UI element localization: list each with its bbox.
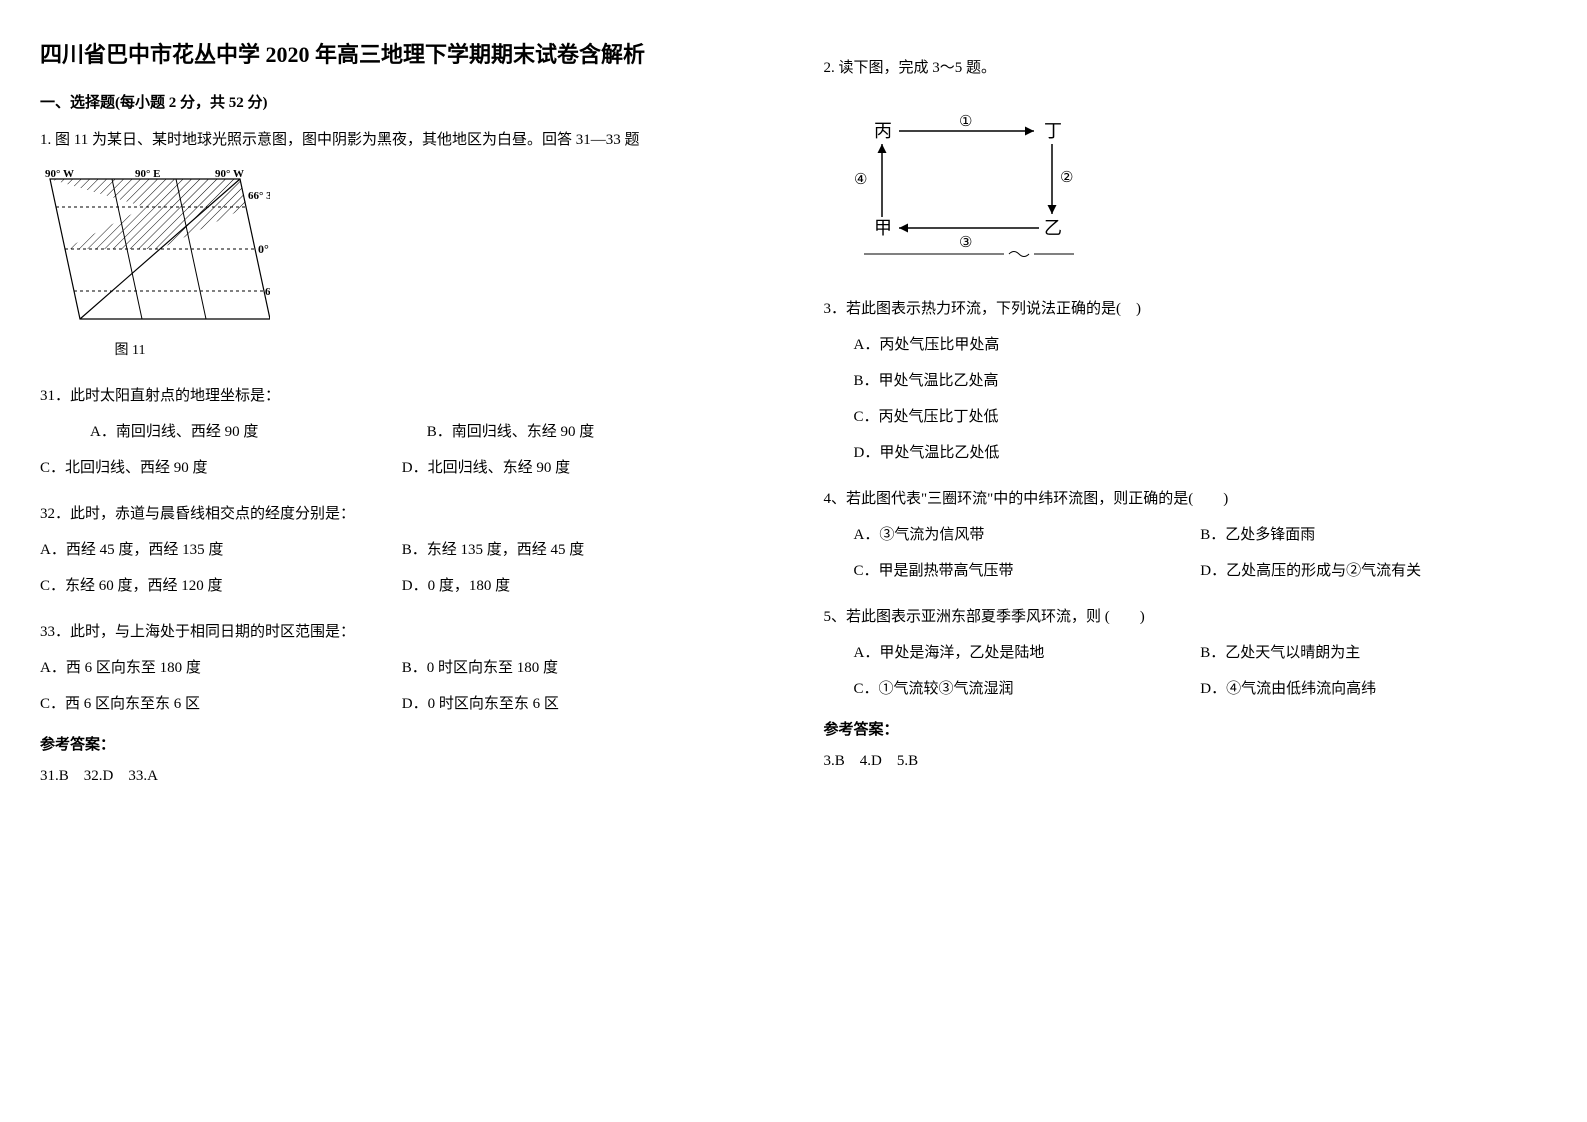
q32-B: B．东经 135 度，西经 45 度	[402, 538, 764, 559]
q33-C: C．西 6 区向东至东 6 区	[40, 692, 402, 713]
q32-row1: A．西经 45 度，西经 135 度 B．东经 135 度，西经 45 度	[40, 538, 764, 559]
q32-D: D．0 度，180 度	[402, 574, 764, 595]
node-yi: 乙	[1044, 218, 1062, 238]
left-column: 四川省巴中市花丛中学 2020 年高三地理下学期期末试卷含解析 一、选择题(每小…	[40, 40, 764, 795]
q5-A: A．甲处是海洋，乙处是陆地	[854, 641, 1201, 662]
q4-stem: 4、若此图代表"三圈环流"中的中纬环流图，则正确的是( )	[824, 487, 1548, 508]
q5-B: B．乙处天气以晴朗为主	[1200, 641, 1547, 662]
q4-C: C．甲是副热带高气压带	[854, 559, 1201, 580]
q3-A: A．丙处气压比甲处高	[854, 333, 1548, 354]
q31-row2: C．北回归线、西经 90 度 D．北回归线、东经 90 度	[40, 456, 764, 477]
node-jia: 甲	[874, 218, 892, 238]
q2-answers: 3.B 4.D 5.B	[824, 749, 1548, 770]
q33-D: D．0 时区向东至东 6 区	[402, 692, 764, 713]
q33-stem: 33．此时，与上海处于相同日期的时区范围是：	[40, 620, 764, 641]
q31-D: D．北回归线、东经 90 度	[402, 456, 764, 477]
exam-title: 四川省巴中市花丛中学 2020 年高三地理下学期期末试卷含解析	[40, 40, 764, 71]
flow-diagram: 丙 丁 甲 乙 ① ② ③ ④	[844, 112, 1084, 267]
q33-row2: C．西 6 区向东至东 6 区 D．0 时区向东至东 6 区	[40, 692, 764, 713]
q4-row1: A．③气流为信风带 B．乙处多锋面雨	[854, 523, 1548, 544]
label-90w-left: 90° W	[45, 169, 74, 180]
q32-row2: C．东经 60 度，西经 120 度 D．0 度，180 度	[40, 574, 764, 595]
q31-B: B．南回归线、东经 90 度	[427, 420, 764, 441]
label-66s: 66° 34′ S	[265, 286, 270, 298]
node-ding: 丁	[1044, 121, 1062, 141]
section-header: 一、选择题(每小题 2 分，共 52 分)	[40, 91, 764, 112]
q3-B: B．甲处气温比乙处高	[854, 369, 1548, 390]
q3-stem: 3．若此图表示热力环流，下列说法正确的是( )	[824, 297, 1548, 318]
q5-row1: A．甲处是海洋，乙处是陆地 B．乙处天气以晴朗为主	[854, 641, 1548, 662]
earth-light-diagram: 90° W 90° E 90° W 66° 34′ N 0° 66° 34′ S	[40, 169, 270, 329]
q3-D: D．甲处气温比乙处低	[854, 441, 1548, 462]
right-column: 2. 读下图，完成 3～5 题。 丙 丁 甲 乙 ① ②	[824, 40, 1548, 795]
q2-prompt: 2. 读下图，完成 3～5 题。	[824, 55, 1548, 82]
q4-A: A．③气流为信风带	[854, 523, 1201, 544]
figure-11: 90° W 90° E 90° W 66° 34′ N 0° 66° 34′ S…	[40, 169, 270, 359]
q5-C: C．①气流较③气流湿润	[854, 677, 1201, 698]
q1-answer-header: 参考答案：	[40, 733, 764, 754]
q5-stem: 5、若此图表示亚洲东部夏季季风环流，则 ( )	[824, 605, 1548, 626]
q31-row1: A．南回归线、西经 90 度 B．南回归线、东经 90 度	[40, 420, 764, 441]
q4-B: B．乙处多锋面雨	[1200, 523, 1547, 544]
q32-A: A．西经 45 度，西经 135 度	[40, 538, 402, 559]
edge-2: ②	[1060, 170, 1073, 186]
q33-A: A．西 6 区向东至 180 度	[40, 656, 402, 677]
q4-row2: C．甲是副热带高气压带 D．乙处高压的形成与②气流有关	[854, 559, 1548, 580]
edge-3: ③	[959, 235, 972, 251]
q3-C: C．丙处气压比丁处低	[854, 405, 1548, 426]
q33-B: B．0 时区向东至 180 度	[402, 656, 764, 677]
q31-stem: 31．此时太阳直射点的地理坐标是：	[40, 384, 764, 405]
label-66n: 66° 34′ N	[248, 190, 270, 202]
q31-C: C．北回归线、西经 90 度	[40, 456, 402, 477]
q1-answers: 31.B 32.D 33.A	[40, 764, 764, 785]
q32-stem: 32．此时，赤道与晨昏线相交点的经度分别是：	[40, 502, 764, 523]
q2-answer-header: 参考答案：	[824, 718, 1548, 739]
circulation-diagram: 丙 丁 甲 乙 ① ② ③ ④	[844, 112, 1084, 262]
label-90w-right: 90° W	[215, 169, 244, 180]
q5-D: D．④气流由低纬流向高纬	[1200, 677, 1547, 698]
edge-1: ①	[959, 114, 972, 130]
page: 四川省巴中市花丛中学 2020 年高三地理下学期期末试卷含解析 一、选择题(每小…	[40, 40, 1547, 795]
q31-A: A．南回归线、西经 90 度	[40, 420, 427, 441]
fig11-caption: 图 11	[40, 339, 220, 359]
q5-row2: C．①气流较③气流湿润 D．④气流由低纬流向高纬	[854, 677, 1548, 698]
q1-stem: 1. 图 11 为某日、某时地球光照示意图，图中阴影为黑夜，其他地区为白昼。回答…	[40, 127, 764, 154]
label-90e: 90° E	[135, 169, 161, 180]
label-equator: 0°	[258, 242, 269, 256]
q33-row1: A．西 6 区向东至 180 度 B．0 时区向东至 180 度	[40, 656, 764, 677]
q32-C: C．东经 60 度，西经 120 度	[40, 574, 402, 595]
edge-4: ④	[854, 172, 867, 188]
q4-D: D．乙处高压的形成与②气流有关	[1200, 559, 1547, 580]
node-bing: 丙	[874, 121, 892, 141]
